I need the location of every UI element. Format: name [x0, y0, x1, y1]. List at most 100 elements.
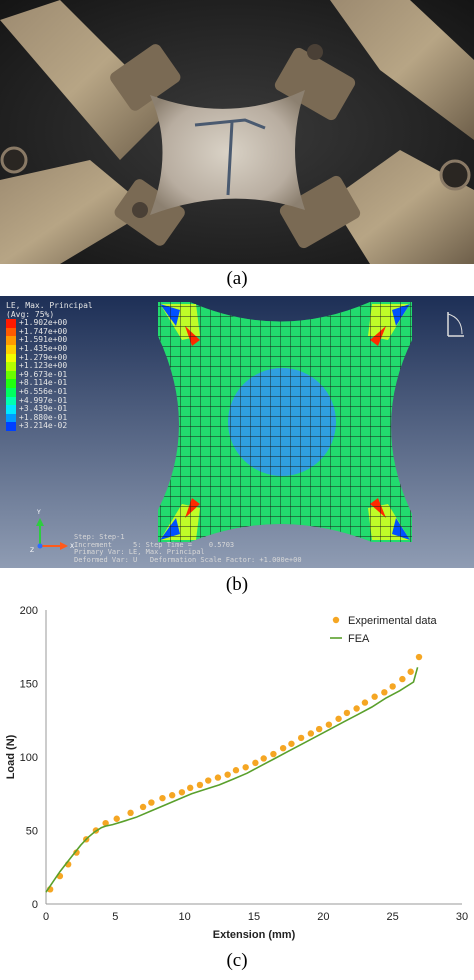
legend-swatch: [6, 370, 16, 380]
experimental-data-point: [224, 771, 231, 778]
legend-rows: +1.902e+00 +1.747e+00 +1.591e+00 +1.435e+00…: [6, 319, 126, 431]
legend-row: +1.591e+00: [6, 336, 126, 345]
experimental-data-point: [148, 799, 155, 806]
experimental-data-point: [102, 819, 109, 827]
legend-row: +1.902e+00: [6, 319, 126, 328]
grip-arm-top-right: [330, 0, 474, 140]
y-tick-label: 200: [20, 605, 38, 617]
experimental-data-point: [288, 740, 295, 747]
legend-swatch: [6, 362, 16, 371]
caption-b: (b): [225, 574, 249, 595]
bolt-head: [132, 202, 148, 218]
experimental-data-point: [113, 815, 120, 822]
x-tick-label: 5: [112, 911, 118, 923]
legend-point-key: [332, 616, 340, 624]
deformed-specimen: [158, 302, 412, 542]
legend-label: +8.114e-01: [19, 378, 68, 388]
x-axis-title: Extension (mm): [213, 929, 296, 941]
triad-x-label: X: [70, 543, 74, 550]
experimental-data-point: [127, 809, 134, 817]
experimental-data-point: [168, 792, 176, 799]
bolt-head: [0, 146, 28, 174]
experimental-data-point: [232, 767, 240, 774]
grip-arm-top-left: [0, 0, 170, 160]
legend-row: +1.747e+00: [6, 327, 126, 337]
legend-row: +9.673e-01: [6, 369, 126, 380]
load-extension-chart: 0 5 10 15 20 25 30 0 50 100 150 200 Extension (mm) Lo…: [5, 605, 468, 941]
x-tick-label: 30: [456, 911, 468, 923]
triad-y-label: Y: [36, 509, 41, 516]
x-tick-label: 25: [387, 911, 399, 923]
fea-contour-drawing: Y Z X: [0, 296, 474, 568]
legend-row: +3.214e-02: [6, 422, 126, 431]
caption-c: (c): [226, 950, 248, 971]
legend-label: +3.439e-01: [19, 404, 68, 414]
legend-series-label: FEA: [348, 633, 370, 645]
contour-legend: LE, Max. Principal (Avg: 75%) +1.902e+00…: [6, 301, 126, 431]
specimen-photo: [0, 0, 474, 264]
experimental-data-point: [178, 789, 186, 796]
legend-label: +1.435e+00: [19, 343, 68, 353]
experimental-data-point: [252, 759, 259, 767]
triad-z-label: Z: [30, 547, 34, 554]
experimental-data-point: [297, 734, 305, 742]
legend-swatch: [6, 405, 16, 414]
grip-arm-bottom-left: [0, 160, 150, 264]
x-tick-label: 0: [43, 911, 49, 923]
experimental-data-point: [214, 774, 222, 781]
experimental-data-point: [343, 709, 351, 717]
legend-swatch: [6, 327, 16, 337]
fea-contour-panel: Y Z X LE, Max. Principal (Avg: 75%) +1.9…: [0, 296, 474, 568]
specimen-photo-drawing: [0, 0, 474, 264]
experimental-data-point: [73, 849, 80, 856]
legend-row: +4.997e-01: [6, 395, 126, 406]
experimental-data-point: [389, 683, 396, 690]
specimen: [150, 90, 305, 215]
experimental-data-point: [325, 721, 333, 728]
legend-swatch: [6, 396, 16, 406]
experimental-data-point: [361, 699, 369, 706]
experimental-data-point: [242, 764, 249, 771]
clamp-block: [114, 179, 185, 246]
experimental-data-point: [139, 803, 147, 811]
bolt-head: [439, 159, 471, 191]
legend-label: +1.279e+00: [19, 352, 68, 362]
legend-label: +4.997e-01: [19, 395, 68, 405]
x-tick-label: 15: [248, 911, 260, 923]
legend-swatch: [6, 387, 16, 397]
fea-series-line: [45, 667, 419, 893]
legend-swatch: [6, 353, 16, 363]
experimental-data-point: [399, 675, 406, 683]
legend-row: +6.556e-01: [6, 386, 126, 397]
axis-triad-icon: Y Z X: [30, 509, 74, 554]
legend-swatch: [6, 422, 16, 431]
experimental-data-point: [196, 781, 204, 789]
legend-row: +1.880e-01: [6, 412, 126, 423]
y-tick-label: 150: [20, 679, 38, 691]
legend-series-label: Experimental data: [348, 615, 438, 627]
bolt-head: [307, 44, 323, 60]
x-tick-label: 20: [317, 911, 329, 923]
legend-label: +6.556e-01: [19, 386, 68, 396]
legend-swatch: [6, 379, 16, 388]
clamp-block: [110, 44, 181, 111]
experimental-data-point: [279, 744, 287, 752]
legend-swatch: [6, 344, 16, 354]
caption-a: (a): [226, 268, 248, 289]
experimental-data-point: [335, 715, 342, 722]
experimental-data-point: [407, 668, 414, 675]
legend-swatch: [6, 319, 16, 328]
legend-swatch: [6, 413, 16, 423]
legend-label: +9.673e-01: [19, 369, 68, 379]
experimental-data-point: [353, 705, 360, 712]
chart-axes: 0 5 10 15 20 25 30 0 50 100 150 200 Extension (mm) Lo…: [5, 605, 468, 941]
legend-label: +1.880e-01: [19, 412, 68, 422]
y-tick-label: 0: [32, 899, 38, 911]
experimental-data-point: [415, 653, 423, 661]
legend-label: +1.591e+00: [19, 335, 68, 345]
y-tick-label: 50: [26, 826, 38, 838]
experimental-data-point: [205, 777, 212, 784]
clamp-block: [279, 175, 361, 249]
view-triad-icon: [447, 312, 464, 337]
legend-row: +1.123e+00: [6, 362, 126, 371]
